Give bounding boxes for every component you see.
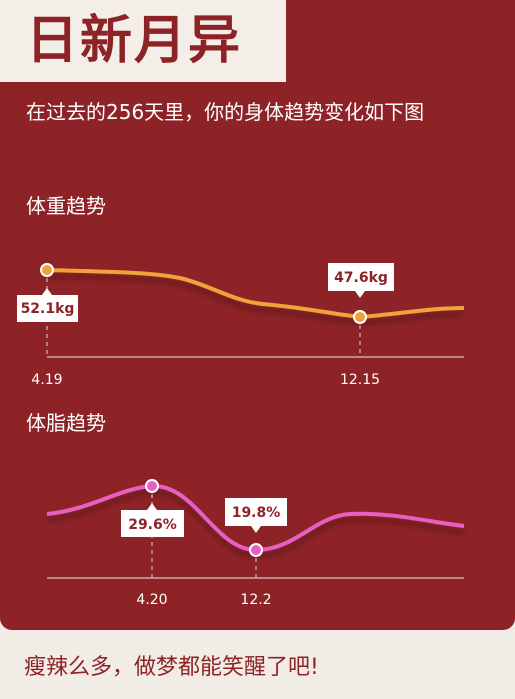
footer-message: 瘦辣么多，做梦都能笑醒了吧! xyxy=(24,655,319,680)
weight-point-start xyxy=(40,263,54,277)
weight-chart: 52.1kg 47.6kg 4.19 12.15 xyxy=(17,263,465,388)
weight-callout-end-text: 47.6kg xyxy=(334,270,388,286)
fat-callout-end: 19.8% xyxy=(225,498,287,533)
fat-section-label: 体脂趋势 xyxy=(26,411,106,435)
fat-callout-start: 29.6% xyxy=(121,503,184,537)
weight-callout-start-text: 52.1kg xyxy=(21,301,75,317)
weight-section-label: 体重趋势 xyxy=(26,194,106,218)
fat-tick-start: 4.20 xyxy=(136,592,167,608)
fat-point-start xyxy=(145,479,159,493)
weight-callout-start: 52.1kg xyxy=(17,288,78,322)
page-title: 日新月异 xyxy=(26,10,243,71)
trend-card: 日新月异 在过去的256天里，你的身体趋势变化如下图 体重趋势 52.1kg 4… xyxy=(0,0,515,630)
weight-trend-line xyxy=(46,268,465,320)
fat-callout-start-text: 29.6% xyxy=(128,517,177,533)
fat-tick-end: 12.2 xyxy=(240,592,271,608)
fat-point-end xyxy=(249,543,263,557)
weight-callout-end: 47.6kg xyxy=(328,263,394,298)
fat-callout-end-text: 19.8% xyxy=(232,505,281,521)
weight-tick-start: 4.19 xyxy=(31,372,62,388)
fat-chart: 29.6% 19.8% 4.20 12.2 xyxy=(46,479,465,608)
title-box: 日新月异 xyxy=(0,0,286,82)
weight-point-end xyxy=(353,310,367,324)
weight-tick-end: 12.15 xyxy=(340,372,380,388)
intro-text: 在过去的256天里，你的身体趋势变化如下图 xyxy=(26,100,425,124)
